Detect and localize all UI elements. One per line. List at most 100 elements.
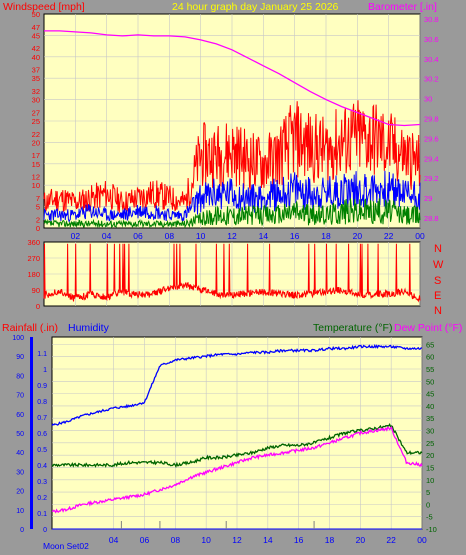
wind-x-tick-label: 14: [259, 231, 269, 241]
wind-y-tick-label: 30: [32, 96, 40, 105]
wind-y-tick-label: 40: [32, 53, 40, 62]
temp-x-tick-label: 14: [263, 535, 273, 545]
temp-x-tick-label: 10: [201, 535, 211, 545]
wind-y-tick-label: 27: [32, 108, 40, 117]
barometer-axis-title: Barometer [.in]: [368, 1, 437, 13]
wind-y-tick-label: 15: [32, 160, 40, 169]
direction-y-tick-label: 90: [32, 286, 40, 295]
rain-y-tick-label: 0.7: [37, 415, 47, 422]
temp-x-tick-label: 08: [171, 535, 181, 545]
humidity-y-tick-label: 90: [16, 354, 24, 361]
temp-x-tick-label: 00: [417, 535, 427, 545]
rain-y-tick-label: 0.4: [37, 463, 47, 470]
wind-x-tick-label: 02: [71, 231, 81, 241]
temp-series: [51, 344, 423, 530]
rain-y-tick-label: 0.3: [37, 479, 47, 486]
rain-y-tick-label: 0.2: [37, 495, 47, 502]
humidity-y-tick-label: 40: [16, 450, 24, 457]
wind-y-tick-label: 37: [32, 66, 40, 75]
barometer-line: [44, 30, 421, 127]
wind-y-tick-label: 35: [32, 74, 40, 83]
barometer-y-tick-label: 29.2: [424, 174, 439, 183]
humidity-y-tick-label: 10: [16, 508, 24, 515]
barometer-y-tick-label: 28.8: [424, 214, 439, 223]
wind-y-tick-label: 45: [32, 31, 40, 40]
temp-y-tick-label: -10: [426, 525, 437, 534]
wind-x-tick-label: 16: [290, 231, 300, 241]
temp-x-tick-label: 18: [325, 535, 335, 545]
direction-y-tick-label: 0: [36, 302, 40, 311]
temp-x-tick-label: 22: [386, 535, 396, 545]
wind-y-tick-label: 5: [36, 203, 40, 212]
rain-y-tick-label: 0.9: [37, 383, 47, 390]
direction-letter-n-top: N: [434, 243, 442, 255]
wind-y-tick-label: 17: [32, 151, 40, 160]
wind-y-tick-label: 0: [36, 224, 40, 233]
temp-x-tick-label: 04: [109, 535, 119, 545]
wind-gust-line: [43, 100, 421, 214]
wind-x-tick-label: 22: [384, 231, 394, 241]
humidity-y-tick-label: 60: [16, 412, 24, 419]
direction-y-tick-label: 180: [27, 270, 40, 279]
moon-label: Moon Set02: [43, 541, 89, 551]
temp-x-tick-label: 16: [294, 535, 304, 545]
rain-y-tick-label: 0.8: [37, 399, 47, 406]
humidity-y-tick-label: 70: [16, 393, 24, 400]
temp-y-tick-label: 5: [426, 488, 430, 497]
wind-series: [43, 30, 421, 229]
humidity-axis-title: Humidity: [68, 322, 110, 334]
temp-x-tick-label: 06: [140, 535, 150, 545]
wind-x-tick-label: 00: [415, 231, 425, 241]
humidity-y-tick-label: 30: [16, 469, 24, 476]
wind-y-tick-label: 32: [32, 87, 40, 96]
barometer-y-tick-label: 30.6: [424, 35, 439, 44]
wind-y-tick-label: 22: [32, 130, 40, 139]
wind-average-line: [43, 170, 421, 224]
rain-y-tick-label: 1.1: [37, 351, 47, 358]
wind-y-tick-label: 7: [36, 194, 40, 203]
rainfall-axis-title: Rainfall (.in): [2, 322, 58, 334]
temp-y-tick-label: 25: [426, 439, 434, 448]
wind-y-tick-label: 10: [32, 181, 40, 190]
barometer-y-tick-label: 30: [424, 95, 432, 104]
barometer-y-tick-label: 29.6: [424, 134, 439, 143]
temp-y-tick-label: 55: [426, 365, 434, 374]
wind-x-tick-label: 18: [321, 231, 331, 241]
humidity-y-tick-label: 50: [16, 431, 24, 438]
temp-grid: [52, 337, 423, 530]
graph-title: 24 hour graph day January 25 2026: [172, 1, 339, 13]
temperature-axis-title: Temperature (°F): [313, 322, 392, 334]
rain-y-tick-label: 0: [43, 527, 47, 534]
wind-y-tick-label: 20: [32, 138, 40, 147]
direction-series: [43, 243, 421, 303]
dewpoint-axis-title: Dew Point (°F): [394, 322, 462, 334]
temp-y-tick-label: 45: [426, 390, 434, 399]
barometer-y-tick-label: 30.8: [424, 15, 439, 24]
direction-letter-w: W: [433, 259, 444, 271]
temp-y-tick-label: 50: [426, 377, 434, 386]
temp-y-tick-label: 35: [426, 414, 434, 423]
temperature-line: [51, 423, 423, 469]
barometer-y-tick-label: 30.2: [424, 75, 439, 84]
direction-letter-n-bottom: N: [434, 305, 442, 317]
wind-x-tick-label: 04: [102, 231, 112, 241]
wind-y-tick-label: 47: [32, 23, 40, 32]
temp-y-tick-label: 10: [426, 476, 434, 485]
temp-y-tick-label: -5: [426, 513, 433, 522]
direction-line: [43, 243, 421, 303]
wind-x-tick-label: 20: [353, 231, 363, 241]
barometer-y-tick-label: 29.8: [424, 115, 439, 124]
wind-y-tick-label: 42: [32, 44, 40, 53]
direction-axes: 0 90 180 270 360: [27, 238, 40, 311]
direction-y-tick-label: 360: [27, 238, 40, 247]
temp-y-tick-label: 40: [426, 402, 434, 411]
wind-low-line: [43, 198, 421, 229]
humidity-line: [51, 344, 423, 426]
temp-y-tick-label: 0: [426, 500, 430, 509]
direction-letter-s: S: [434, 275, 441, 287]
rain-y-tick-label: 0.6: [37, 431, 47, 438]
humidity-y-tick-label: 0: [20, 527, 24, 534]
wind-x-tick-label: 08: [165, 231, 175, 241]
